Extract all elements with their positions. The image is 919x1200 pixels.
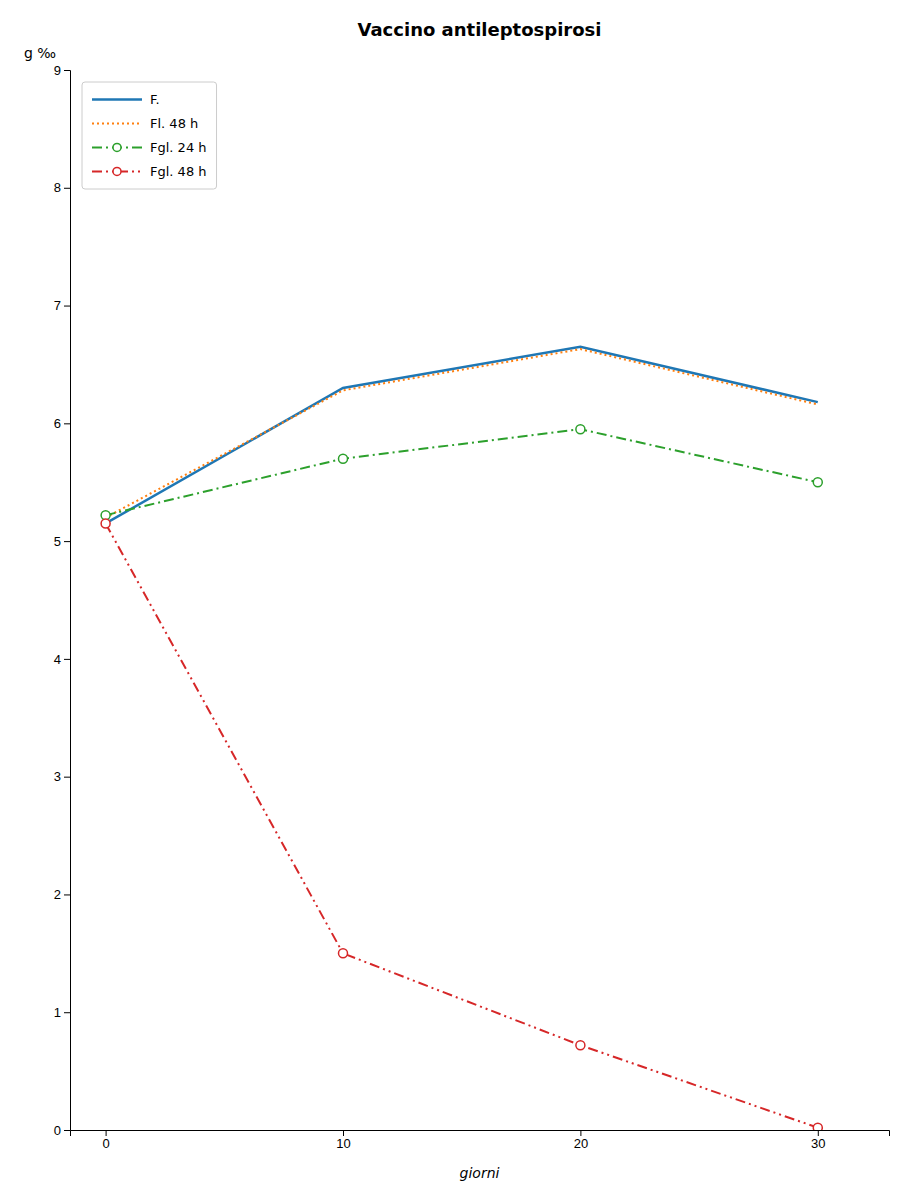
tick: 2 <box>54 887 70 902</box>
legend-label: F. <box>150 92 160 107</box>
series-line <box>106 349 818 517</box>
series-line <box>106 429 818 515</box>
tick-mark <box>64 659 70 660</box>
tick-mark <box>64 70 70 71</box>
tick: 9 <box>54 63 70 78</box>
tick: 10 <box>336 1130 350 1151</box>
tick-label: 0 <box>54 1123 61 1138</box>
tick-mark <box>580 1130 581 1136</box>
tick-label: 20 <box>574 1136 588 1151</box>
legend-item: F. <box>92 92 160 107</box>
tick-label: 1 <box>54 1005 61 1020</box>
tick: 30 <box>811 1130 825 1151</box>
tick-label: 10 <box>336 1136 350 1151</box>
tick: 0 <box>54 1123 70 1138</box>
tick-mark <box>343 1130 344 1136</box>
legend-swatch <box>92 98 142 101</box>
legend-item: Fgl. 48 h <box>92 164 207 179</box>
tick: 3 <box>54 769 70 784</box>
axis-line <box>64 71 71 1131</box>
point-marker <box>576 1041 585 1050</box>
series-line <box>106 347 818 524</box>
tick: 5 <box>54 534 70 549</box>
tick-mark <box>64 188 70 189</box>
tick-label: 8 <box>54 180 61 195</box>
tick-mark <box>64 894 70 895</box>
y-axis-label: g ‰ <box>24 45 56 61</box>
legend-swatch <box>92 122 142 124</box>
tick: 4 <box>54 652 70 667</box>
legend: F. Fl. 48 h Fgl. 24 h Fgl. 48 h <box>82 82 217 189</box>
point-marker <box>339 949 348 958</box>
tick-label: 0 <box>102 1136 109 1151</box>
tick-label: 6 <box>54 416 61 431</box>
y-axis: 0 1 2 3 4 5 6 7 8 9 <box>54 63 71 1138</box>
legend-box <box>82 82 217 189</box>
legend-label: Fl. 48 h <box>150 116 198 131</box>
tick-label: 5 <box>54 534 61 549</box>
tick: 1 <box>54 1005 70 1020</box>
tick-label: 9 <box>54 63 61 78</box>
tick: 6 <box>54 416 70 431</box>
legend-item: Fgl. 24 h <box>92 140 207 155</box>
tick: 8 <box>54 180 70 195</box>
tick-label: 7 <box>54 298 61 313</box>
point-marker <box>339 454 348 463</box>
tick-mark <box>106 1130 107 1136</box>
tick-label: 4 <box>54 652 61 667</box>
tick-mark <box>64 541 70 542</box>
tick-mark <box>64 1012 70 1013</box>
point-marker <box>813 1123 822 1130</box>
tick: 0 <box>102 1130 109 1151</box>
tick-mark <box>818 1130 819 1136</box>
legend-marker <box>113 167 121 175</box>
tick-mark <box>64 423 70 424</box>
chart: 0 10 20 30 0 1 2 3 4 5 6 7 8 9 F. Fl. 48 h Fgl. 24 h Fgl.… <box>0 0 919 1200</box>
tick-label: 30 <box>811 1136 825 1151</box>
legend-label: Fgl. 24 h <box>150 140 207 155</box>
series-group <box>101 347 822 1130</box>
point-marker <box>576 425 585 434</box>
series-line <box>106 523 818 1127</box>
axis-line <box>71 1131 890 1137</box>
x-axis-label: giorni <box>460 1165 500 1181</box>
point-marker <box>813 478 822 487</box>
tick-mark <box>64 1130 70 1131</box>
tick-label: 2 <box>54 887 61 902</box>
x-axis: 0 10 20 30 <box>71 1130 890 1151</box>
legend-item: Fl. 48 h <box>92 116 198 131</box>
tick-label: 3 <box>54 769 61 784</box>
legend-label: Fgl. 48 h <box>150 164 207 179</box>
point-marker <box>101 519 110 528</box>
tick-mark <box>64 777 70 778</box>
tick-mark <box>64 306 70 307</box>
legend-marker <box>113 143 121 151</box>
title: Vaccino antileptospirosi <box>358 19 602 40</box>
plot: 0 10 20 30 0 1 2 3 4 5 6 7 8 9 F. Fl. 48 h Fgl. 24 h Fgl.… <box>54 63 890 1152</box>
tick: 20 <box>574 1130 588 1151</box>
tick: 7 <box>54 298 70 313</box>
